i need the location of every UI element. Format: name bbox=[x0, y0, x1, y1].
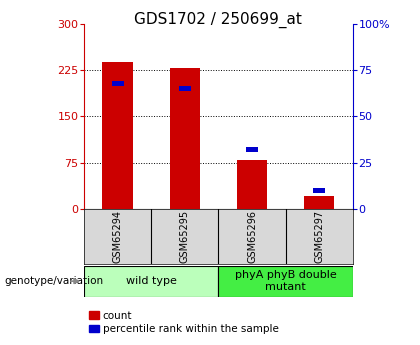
Text: genotype/variation: genotype/variation bbox=[4, 276, 103, 286]
Text: wild type: wild type bbox=[126, 276, 177, 286]
Text: GSM65295: GSM65295 bbox=[180, 210, 190, 263]
Text: GSM65294: GSM65294 bbox=[113, 210, 123, 263]
Bar bbox=[313, 188, 325, 193]
Text: GSM65297: GSM65297 bbox=[314, 210, 324, 263]
Bar bbox=[179, 86, 191, 91]
Bar bbox=[102, 62, 133, 209]
Bar bbox=[218, 266, 353, 297]
Text: GSM65296: GSM65296 bbox=[247, 210, 257, 263]
Bar bbox=[246, 147, 258, 152]
Bar bbox=[112, 81, 123, 86]
Bar bbox=[304, 196, 334, 209]
Legend: count, percentile rank within the sample: count, percentile rank within the sample bbox=[85, 307, 283, 338]
Bar bbox=[170, 68, 200, 209]
Text: GDS1702 / 250699_at: GDS1702 / 250699_at bbox=[134, 12, 302, 28]
Bar bbox=[84, 266, 218, 297]
Bar bbox=[237, 159, 267, 209]
Text: phyA phyB double
mutant: phyA phyB double mutant bbox=[235, 270, 336, 292]
